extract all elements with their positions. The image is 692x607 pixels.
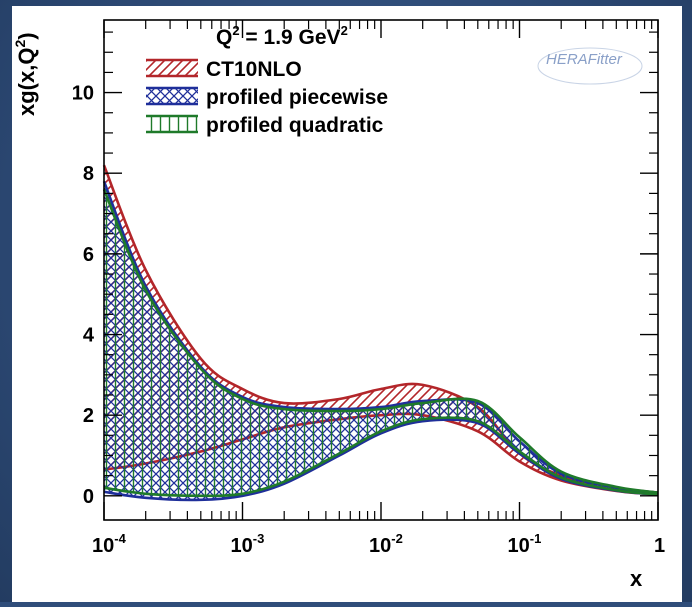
logo-text: HERAFitter	[546, 51, 623, 68]
band-upper-profiled-quadratic	[102, 188, 659, 494]
y-tick-label: 0	[83, 486, 94, 508]
herafitter-logo: HERAFitter	[537, 47, 643, 85]
uncertainty-bands	[102, 164, 659, 502]
y-tick-label: 4	[83, 325, 95, 347]
logo-swoosh	[537, 47, 643, 85]
legend-label-profiled-quadratic: profiled quadratic	[206, 114, 384, 137]
x-axis-label: x	[630, 566, 643, 591]
chart-title: Q2 = 1.9 GeV2	[216, 23, 348, 49]
y-axis-label: xg(x,Q2)	[12, 32, 39, 116]
chart-panel: 10-4 10-3 10-2 10-1 1 0 2 4 6 8 10 CT10NLO profiled…	[12, 6, 682, 602]
legend-swatch-ct10nlo	[146, 60, 198, 76]
x-tick-label: 10-3	[231, 531, 265, 557]
x-tick-label: 10-1	[508, 531, 542, 557]
x-tick-label: 1	[654, 535, 665, 557]
legend-swatch-profiled-piecewise	[146, 88, 198, 104]
y-tick-label: 6	[83, 244, 94, 266]
titles: xg(x,Q2) x Q2 = 1.9 GeV2	[12, 23, 643, 591]
legend-swatch-profiled-quadratic	[146, 116, 198, 132]
band-profiled-quadratic	[104, 189, 658, 496]
y-tick-label: 10	[72, 83, 94, 105]
band-lower-profiled-quadratic	[103, 416, 659, 498]
legend-label-profiled-piecewise: profiled piecewise	[206, 86, 388, 109]
y-tick-label: 8	[83, 163, 94, 185]
legend-label-ct10nlo: CT10NLO	[206, 58, 302, 81]
x-tick-label: 10-4	[92, 531, 127, 557]
legend: CT10NLO profiled piecewise profiled quadra…	[146, 58, 388, 137]
y-tick-label: 2	[83, 405, 94, 427]
x-tick-label: 10-2	[369, 531, 403, 557]
